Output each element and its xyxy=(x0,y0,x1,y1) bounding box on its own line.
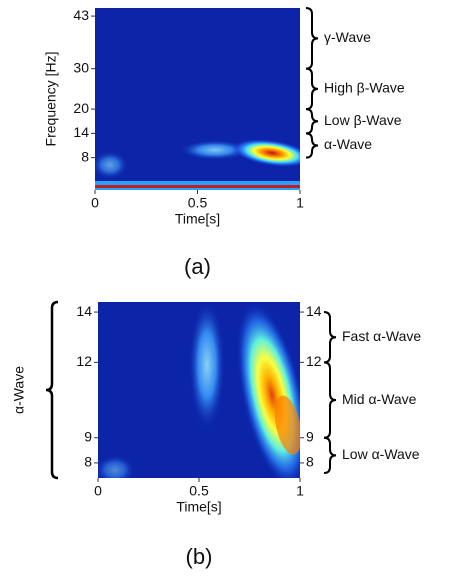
x-tick-label: 1 xyxy=(296,195,304,211)
y-tick-label: 9 xyxy=(306,428,314,444)
y-axis-label: Frequency [Hz] xyxy=(43,52,59,147)
band-brace xyxy=(323,436,337,474)
y-tick-label: 8 xyxy=(84,454,92,470)
band-brace xyxy=(305,108,319,135)
spectrogram-a xyxy=(95,8,300,190)
x-axis-label: Time[s] xyxy=(175,211,220,227)
brace xyxy=(45,300,59,480)
y-tick-label: 9 xyxy=(84,428,92,444)
y-tick-label: 8 xyxy=(81,148,89,164)
y-tick-label: 20 xyxy=(73,100,89,116)
band-brace xyxy=(305,67,319,111)
y-tick-label: 43 xyxy=(73,7,89,23)
band-label: Mid α-Wave xyxy=(342,391,417,407)
band-brace xyxy=(305,7,319,70)
x-tick-label: 0.5 xyxy=(188,195,208,211)
band-brace xyxy=(323,361,337,439)
y-tick-label: 14 xyxy=(76,303,92,319)
y-tick-label: 8 xyxy=(306,454,314,470)
y-tick-label: 14 xyxy=(73,124,89,140)
x-tick-label: 0 xyxy=(91,195,99,211)
band-label: High β-Wave xyxy=(324,80,405,96)
caption: (b) xyxy=(186,544,213,569)
x-tick-label: 1 xyxy=(296,483,304,499)
band-brace xyxy=(323,311,337,364)
band-label: Low β-Wave xyxy=(324,112,402,128)
y-tick-label: 14 xyxy=(306,303,322,319)
y-axis-label: α-Wave xyxy=(11,366,27,414)
band-label: Low α-Wave xyxy=(342,446,420,462)
band-label: Fast α-Wave xyxy=(342,328,421,344)
y-tick-label: 12 xyxy=(306,353,322,369)
band-label: γ-Wave xyxy=(324,29,371,45)
y-tick-label: 12 xyxy=(76,353,92,369)
x-tick-label: 0 xyxy=(94,483,102,499)
band-brace xyxy=(305,132,319,159)
x-axis-label: Time[s] xyxy=(176,499,221,515)
spectrogram-b xyxy=(98,302,300,478)
caption: (a) xyxy=(184,254,211,279)
band-label: α-Wave xyxy=(324,136,372,152)
x-tick-label: 0.5 xyxy=(189,483,209,499)
y-tick-label: 30 xyxy=(73,59,89,75)
